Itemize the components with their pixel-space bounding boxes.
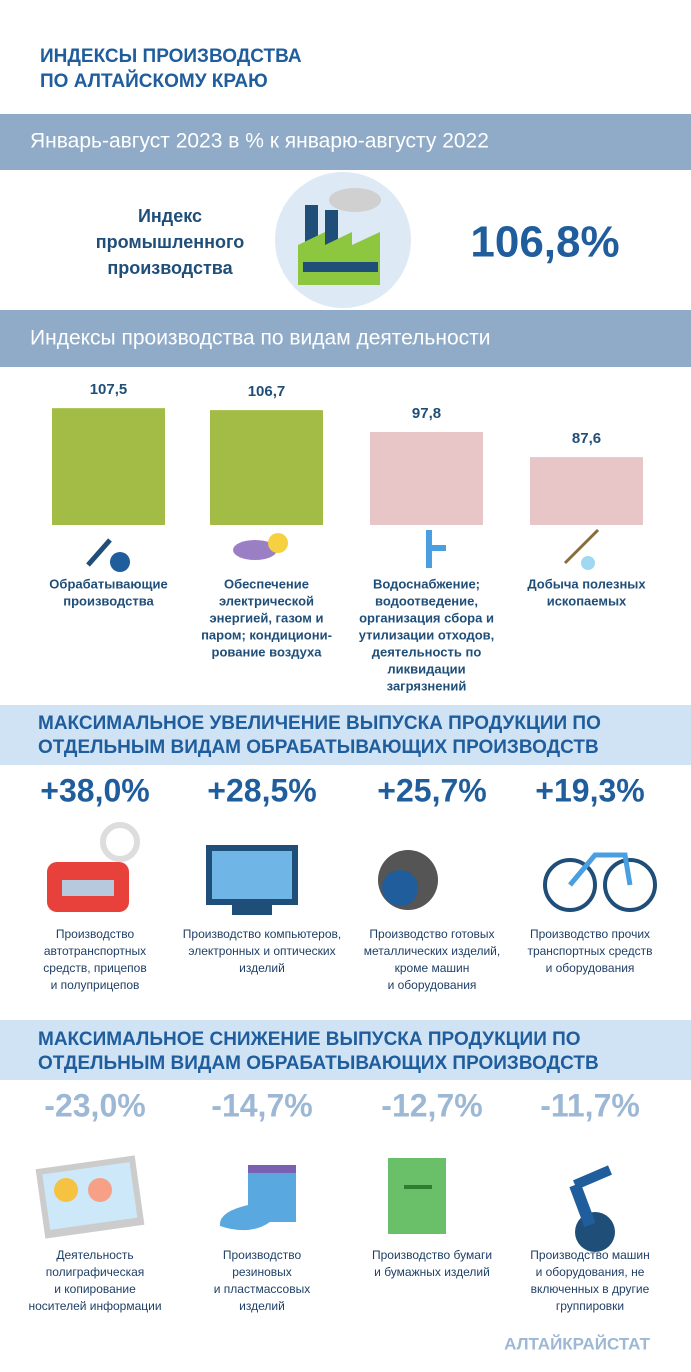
change-label: группировки	[556, 1299, 624, 1313]
period: Январь-август 2023 в % к январю-августу …	[30, 130, 489, 153]
change-label: Производство	[223, 1248, 302, 1262]
category-label: ископаемых	[547, 593, 627, 608]
value-label: 97,8	[412, 405, 441, 422]
change-label: Производство готовых	[369, 927, 494, 941]
change-label: полиграфическая	[46, 1265, 145, 1279]
category-label: рование воздуха	[212, 644, 323, 659]
change-label: транспортных средств	[527, 944, 652, 958]
section-title: МАКСИМАЛЬНОЕ СНИЖЕНИЕ ВЫПУСКА ПРОДУКЦИИ …	[38, 1029, 581, 1050]
category-label: организация сбора и	[359, 610, 494, 625]
change-label: и полуприцепов	[51, 978, 140, 992]
change-label: металлических изделий,	[364, 944, 500, 958]
index-value: 106,8%	[470, 218, 619, 267]
change-value: -14,7%	[211, 1087, 312, 1123]
change-label: кроме машин	[395, 961, 470, 975]
footer: АЛТАЙКРАЙСТАТ	[504, 1334, 651, 1353]
change-label: изделий	[239, 1299, 285, 1313]
index-label: Индекс	[138, 206, 202, 226]
change-label: Производство компьютеров,	[183, 927, 341, 941]
change-value: +19,3%	[535, 772, 644, 808]
change-label: изделий	[239, 961, 285, 975]
index-label: промышленного	[96, 232, 245, 252]
change-label: Деятельность	[56, 1248, 133, 1262]
change-value: -12,7%	[381, 1087, 482, 1123]
change-value: +25,7%	[377, 772, 486, 808]
change-label: и копирование	[54, 1282, 136, 1296]
bar	[530, 457, 643, 525]
change-value: +38,0%	[40, 772, 149, 808]
category-label: ликвидации	[387, 661, 465, 676]
change-label: и оборудования, не	[536, 1265, 645, 1279]
value-label: 107,5	[90, 381, 128, 398]
category-label: загрязнений	[387, 678, 467, 693]
change-label: и оборудования	[546, 961, 635, 975]
change-label: включенных в другие	[531, 1282, 650, 1296]
bar	[210, 410, 323, 525]
change-label: Производство	[56, 927, 135, 941]
change-value: +28,5%	[207, 772, 316, 808]
category-label: деятельность по	[372, 644, 482, 659]
bar	[370, 432, 483, 525]
change-label: и бумажных изделий	[374, 1265, 490, 1279]
value-label: 106,7	[248, 383, 286, 400]
category-label: Водоснабжение;	[373, 576, 480, 591]
section-title: ОТДЕЛЬНЫМ ВИДАМ ОБРАБАТЫВАЮЩИХ ПРОИЗВОДС…	[38, 1053, 599, 1074]
category-label: Обрабатывающие	[49, 576, 167, 591]
increase-icons	[47, 822, 657, 915]
icons	[86, 528, 600, 572]
change-label: Производство машин	[530, 1248, 649, 1262]
band	[0, 114, 691, 170]
change-label: автотранспортных	[44, 944, 146, 958]
band	[0, 310, 691, 367]
factory-icon	[275, 172, 411, 308]
category-label: энергией, газом и	[210, 610, 324, 625]
band	[0, 705, 691, 765]
category-label: водоотведение,	[375, 593, 478, 608]
change-value: -11,7%	[540, 1087, 640, 1123]
change-label: Производство бумаги	[372, 1248, 492, 1262]
chart-title: Индексы производства по видам деятельнос…	[30, 327, 490, 350]
category-label: производства	[63, 593, 154, 608]
change-label: электронных и оптических	[188, 944, 335, 958]
bar	[52, 408, 165, 525]
category-label: электрической	[219, 593, 314, 608]
change-label: средств, прицепов	[43, 961, 146, 975]
index-label: производства	[107, 258, 233, 278]
category-label: паром; кондициони-	[201, 627, 332, 642]
change-label: и пластмассовых	[214, 1282, 310, 1296]
category-label: Добыча полезных	[527, 576, 646, 591]
change-value: -23,0%	[44, 1087, 145, 1123]
category-label: утилизации отходов,	[359, 627, 495, 642]
section-title: ОТДЕЛЬНЫМ ВИДАМ ОБРАБАТЫВАЮЩИХ ПРОИЗВОДС…	[38, 737, 599, 758]
category-label: Обеспечение	[224, 576, 309, 591]
value-label: 87,6	[572, 430, 601, 447]
decrease-icons	[35, 1155, 615, 1252]
page-title: ИНДЕКСЫ ПРОИЗВОДСТВА	[40, 46, 302, 67]
change-label: носителей информации	[28, 1299, 161, 1313]
change-label: и оборудования	[388, 978, 477, 992]
page-title: ПО АЛТАЙСКОМУ КРАЮ	[40, 70, 268, 92]
section-title: МАКСИМАЛЬНОЕ УВЕЛИЧЕНИЕ ВЫПУСКА ПРОДУКЦИ…	[38, 713, 601, 734]
change-label: Производство прочих	[530, 927, 650, 941]
band	[0, 1020, 691, 1080]
change-label: резиновых	[232, 1265, 292, 1279]
